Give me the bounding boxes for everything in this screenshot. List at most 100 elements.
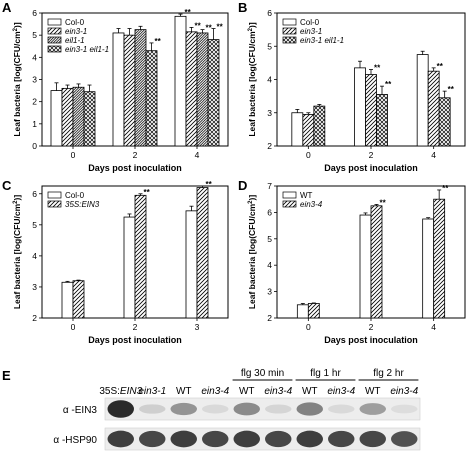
y-tick-label: 2 [32, 313, 37, 323]
legend-swatch [282, 36, 297, 44]
y-axis-label-main: Leaf bacteria [log(CFU/cm [12, 31, 22, 137]
blot-band [296, 402, 323, 416]
significance-marker: ** [195, 21, 202, 30]
blot-band [139, 404, 166, 414]
y-axis-label-main: Leaf bacteria [log(CFU/cm [247, 203, 257, 309]
significance-marker: ** [185, 8, 192, 17]
legend-swatch [282, 200, 297, 208]
blot-band [328, 430, 355, 448]
legend-entry: ein3-1 [65, 27, 87, 36]
treatment-label: flg 2 hr [373, 368, 404, 379]
blot-band [139, 430, 166, 448]
x-tick-label: 4 [431, 150, 436, 160]
bar [185, 31, 198, 147]
lane-label-text: 35S: [99, 386, 120, 397]
blot-band [170, 402, 197, 416]
bar [196, 187, 209, 319]
bar [376, 94, 388, 147]
y-tick-label: 3 [32, 282, 37, 292]
x-tick-label: 4 [431, 322, 436, 332]
lane-label: ein3-4 [390, 386, 418, 397]
legend-swatch [282, 27, 297, 35]
lane-label: WT [302, 386, 318, 397]
y-tick-label: 4 [32, 52, 37, 62]
blot-band [107, 400, 134, 418]
bar [207, 39, 220, 147]
panel-label-d: D [238, 178, 247, 193]
x-tick-label: 3 [195, 322, 200, 332]
y-tick-label: 7 [267, 181, 272, 191]
blot-band [233, 430, 260, 448]
bar [370, 205, 383, 319]
legend-swatch [47, 27, 62, 35]
blot-band [202, 404, 229, 414]
y-tick-label: 2 [267, 141, 272, 151]
blot-band [391, 404, 418, 414]
bar [438, 97, 451, 147]
significance-marker: ** [442, 184, 449, 193]
bar [112, 32, 125, 147]
lane-label-italic: ein3-4 [327, 386, 355, 397]
y-tick-label: 6 [267, 8, 272, 18]
x-tick-label: 0 [71, 150, 76, 160]
blot-band [170, 430, 197, 448]
treatment-label: flg 30 min [241, 368, 284, 379]
y-tick-label: 5 [32, 30, 37, 40]
significance-marker: ** [380, 198, 387, 207]
panel-label-c: C [2, 178, 12, 193]
y-axis-label-superscript: 2 [248, 27, 254, 31]
lane-label: WT [176, 386, 192, 397]
bar [422, 218, 435, 319]
x-axis-label: Days post inoculation [88, 335, 182, 345]
blot-band [359, 430, 386, 448]
y-axis-label-superscript: 2 [13, 200, 19, 204]
lane-label: ein3-4 [201, 386, 229, 397]
bar [174, 15, 187, 147]
panel-label-a: A [2, 0, 12, 15]
blot-band [202, 430, 229, 448]
bar [302, 114, 315, 147]
legend-entry: eil1-1 [65, 36, 85, 45]
blot-band [107, 430, 134, 448]
blot-row-label: α -EIN3 [63, 405, 98, 416]
y-axis-label: Leaf bacteria [log(CFU/cm2)] [12, 195, 22, 310]
bar [416, 54, 429, 147]
bar [72, 280, 85, 319]
bar [196, 32, 209, 147]
x-tick-label: 0 [71, 322, 76, 332]
significance-marker: ** [437, 62, 444, 71]
bar [134, 194, 147, 319]
lane-label: ein3-4 [327, 386, 355, 397]
lane-label: 35S:EIN3 [99, 386, 142, 397]
y-axis-label-end: )] [247, 195, 257, 201]
treatment-label: flg 1 hr [310, 368, 341, 379]
legend-entry: Col-0 [65, 191, 85, 200]
lane-label-italic: ein3-4 [264, 386, 292, 397]
bar [61, 87, 74, 147]
lane-label: ein3-4 [264, 386, 292, 397]
significance-marker: ** [144, 188, 151, 197]
y-tick-label: 0 [32, 141, 37, 151]
y-tick-label: 6 [32, 189, 37, 199]
lane-label: WT [239, 386, 255, 397]
legend-entry: Col-0 [65, 18, 85, 27]
significance-marker: ** [206, 180, 213, 189]
legend-entry: ein3-4 [300, 200, 323, 209]
x-axis-label: Days post inoculation [88, 163, 182, 173]
lane-label-italic: EIN3 [120, 386, 143, 397]
y-tick-label: 2 [267, 313, 272, 323]
x-tick-label: 2 [369, 150, 374, 160]
blot-band [391, 431, 418, 447]
blot-band [296, 430, 323, 448]
bar [296, 304, 309, 319]
lane-label-italic: ein3-1 [138, 386, 166, 397]
western-blot-panel: flg 30 min flg 1 hr flg 2 hr 35S:EIN3ein3-1… [53, 368, 421, 451]
blot-band [265, 430, 292, 448]
y-axis-label-main: Leaf bacteria [log(CFU/cm [247, 31, 257, 137]
legend-swatch [47, 36, 62, 44]
